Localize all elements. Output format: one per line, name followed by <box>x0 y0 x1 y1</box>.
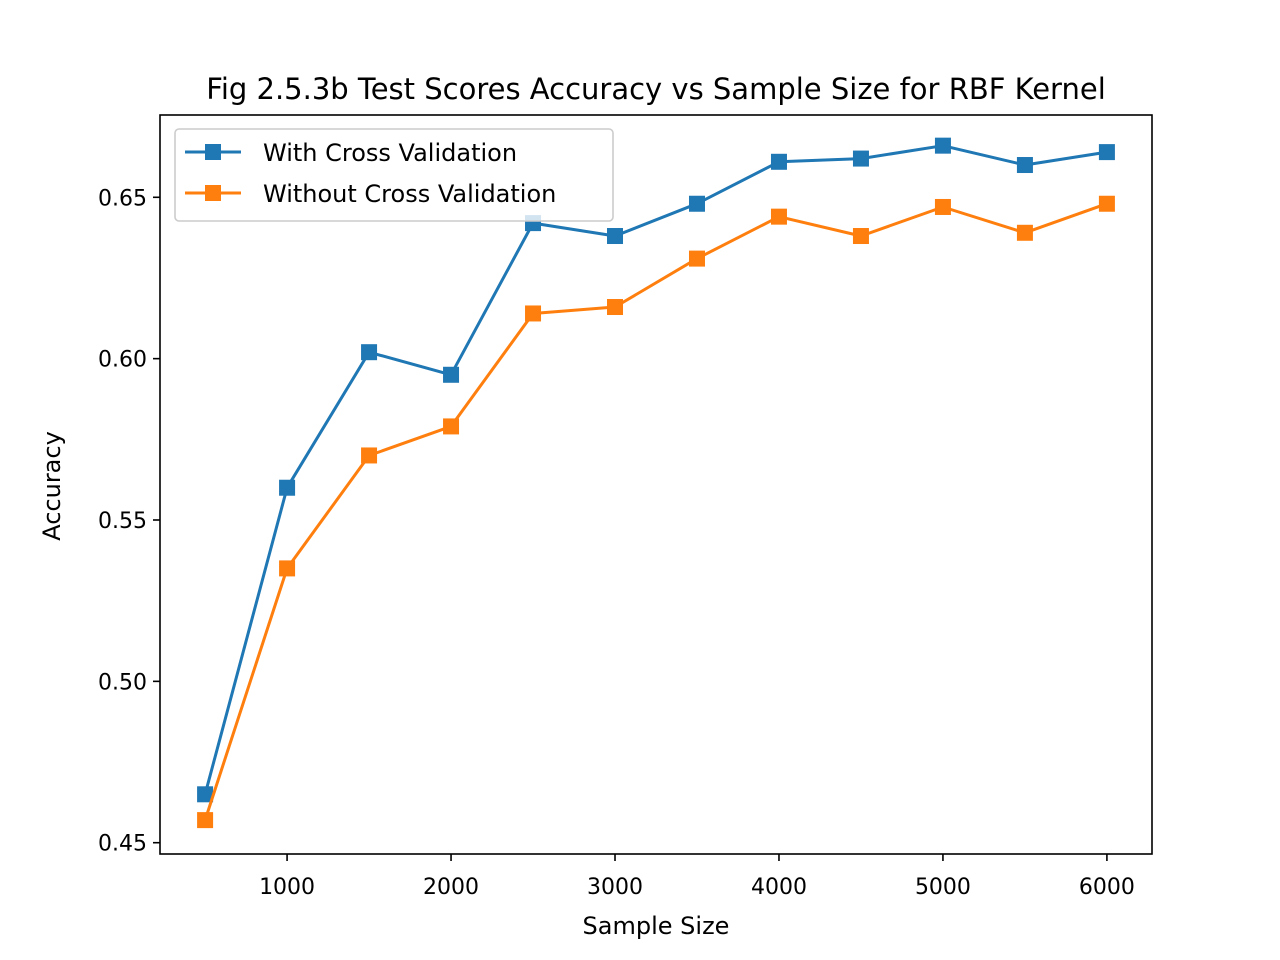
legend: With Cross Validation Without Cross Valid… <box>174 128 614 222</box>
x-axis-title: Sample Size <box>583 912 730 940</box>
data-point <box>934 198 951 215</box>
x-tick-label: 6000 <box>1079 875 1135 900</box>
legend-marker <box>205 185 221 201</box>
data-point <box>1098 144 1115 161</box>
data-point <box>688 195 705 212</box>
data-point <box>1016 224 1033 241</box>
y-tick-label: 0.60 <box>98 348 147 373</box>
series-2 <box>197 195 1115 829</box>
y-axis: 0.45 0.50 0.55 0.60 0.65 <box>98 186 160 857</box>
chart-title: Fig 2.5.3b Test Scores Accuracy vs Sampl… <box>206 72 1106 106</box>
data-point <box>852 150 869 167</box>
y-tick-label: 0.55 <box>98 509 147 534</box>
data-point <box>688 250 705 267</box>
x-axis: 1000 2000 3000 4000 5000 6000 <box>259 854 1135 900</box>
data-point <box>443 418 460 435</box>
data-point <box>279 479 296 496</box>
data-point <box>770 153 787 170</box>
data-point <box>770 208 787 225</box>
data-point <box>443 366 460 383</box>
data-point <box>607 299 624 316</box>
x-tick-label: 2000 <box>423 875 479 900</box>
series-line <box>203 202 1108 821</box>
y-tick-label: 0.50 <box>98 670 147 695</box>
y-axis-title: Accuracy <box>38 431 66 541</box>
x-tick-label: 5000 <box>915 875 971 900</box>
data-point <box>607 228 624 245</box>
legend-item: Without Cross Validation <box>185 180 556 208</box>
data-point <box>525 305 542 322</box>
x-tick-label: 3000 <box>587 875 643 900</box>
data-point <box>197 812 214 829</box>
data-point <box>361 447 378 464</box>
y-tick-label: 0.65 <box>98 186 147 211</box>
plot-frame <box>159 114 1153 855</box>
data-point <box>852 228 869 245</box>
legend-label: With Cross Validation <box>263 139 517 167</box>
legend-marker <box>205 144 221 160</box>
data-point <box>934 137 951 154</box>
data-point <box>279 560 296 577</box>
legend-item: With Cross Validation <box>185 139 517 167</box>
x-tick-label: 4000 <box>751 875 807 900</box>
legend-box <box>174 128 614 222</box>
data-point <box>361 344 378 361</box>
data-point <box>197 786 214 803</box>
series-line <box>203 144 1108 795</box>
legend-label: Without Cross Validation <box>263 180 556 208</box>
data-point <box>1098 195 1115 212</box>
x-tick-label: 1000 <box>259 875 315 900</box>
data-point <box>1016 157 1033 174</box>
y-tick-label: 0.45 <box>98 832 147 857</box>
